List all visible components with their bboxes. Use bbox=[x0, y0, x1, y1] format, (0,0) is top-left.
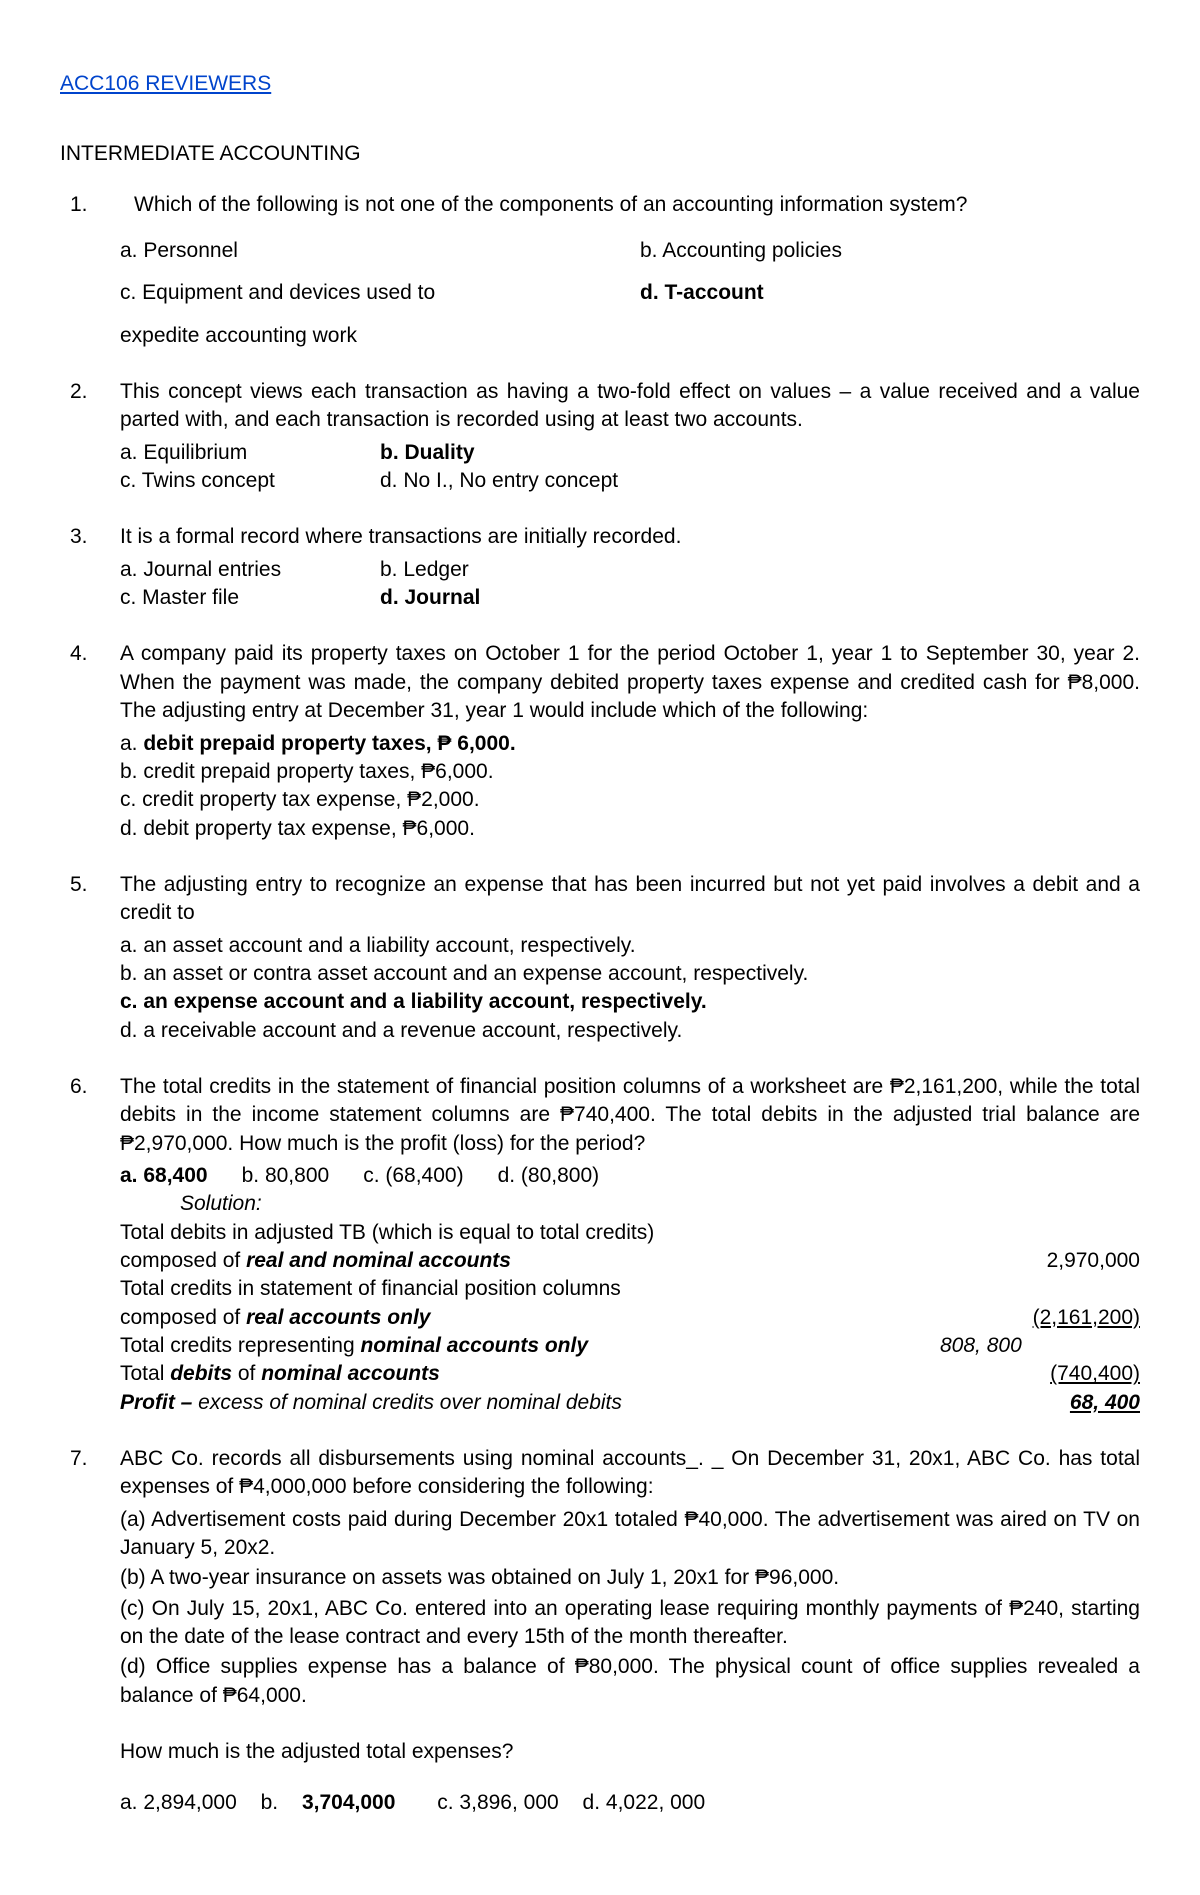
q3-opt-a: a. Journal entries bbox=[120, 556, 380, 584]
question-4: 4. A company paid its property taxes on … bbox=[120, 640, 1140, 842]
question-1: 1. Which of the following is not one of … bbox=[120, 191, 1140, 350]
question-3: 3. It is a formal record where transacti… bbox=[120, 523, 1140, 612]
q4-num: 4. bbox=[70, 640, 88, 668]
q1-opt-d: d. T-account bbox=[640, 279, 1140, 307]
q3-num: 3. bbox=[70, 523, 88, 551]
q7-opt-d: d. 4,022, 000 bbox=[583, 1791, 706, 1814]
q1-opt-b: b. Accounting policies bbox=[640, 237, 1140, 265]
q1-num: 1. bbox=[70, 191, 88, 219]
q6-sol-line2: composed of real and nominal accounts 2,… bbox=[120, 1247, 1140, 1275]
q6-stem: The total credits in the statement of fi… bbox=[120, 1073, 1140, 1158]
question-7: 7. ABC Co. records all disbursements usi… bbox=[120, 1445, 1140, 1817]
question-6: 6. The total credits in the statement of… bbox=[120, 1073, 1140, 1417]
q3-opt-c: c. Master file bbox=[120, 584, 380, 612]
page-title: INTERMEDIATE ACCOUNTING bbox=[60, 140, 1140, 168]
q4-opt-d: d. debit property tax expense, ₱6,000. bbox=[120, 815, 1140, 843]
q2-stem: This concept views each transaction as h… bbox=[120, 378, 1140, 435]
q7-opt-b: b. 3,704,000 bbox=[261, 1791, 414, 1814]
q7-sub-c: (c) On July 15, 20x1, ABC Co. entered in… bbox=[120, 1595, 1140, 1652]
q3-opt-b: b. Ledger bbox=[380, 556, 1140, 584]
q6-num: 6. bbox=[70, 1073, 88, 1101]
q6-opt-c: c. (68,400) bbox=[363, 1164, 463, 1187]
q7-num: 7. bbox=[70, 1445, 88, 1473]
q4-opt-c: c. credit property tax expense, ₱2,000. bbox=[120, 786, 1140, 814]
q4-opt-b: b. credit prepaid property taxes, ₱6,000… bbox=[120, 758, 1140, 786]
q5-opt-b: b. an asset or contra asset account and … bbox=[120, 960, 1140, 988]
q6-opt-b: b. 80,800 bbox=[242, 1164, 330, 1187]
q1-extra: expedite accounting work bbox=[120, 322, 1140, 350]
q5-opt-c: c. an expense account and a liability ac… bbox=[120, 988, 1140, 1016]
q1-opt-a: a. Personnel bbox=[120, 237, 640, 265]
q7-opt-c: c. 3,896, 000 bbox=[437, 1791, 558, 1814]
q5-opt-a: a. an asset account and a liability acco… bbox=[120, 932, 1140, 960]
question-5: 5. The adjusting entry to recognize an e… bbox=[120, 871, 1140, 1045]
q2-opt-a: a. Equilibrium bbox=[120, 439, 380, 467]
q6-solution-label: Solution: bbox=[180, 1190, 1140, 1218]
q4-opt-a: a. debit prepaid property taxes, ₱ 6,000… bbox=[120, 730, 1140, 758]
q6-opt-a: a. 68,400 bbox=[120, 1164, 208, 1187]
q6-options: a. 68,400 b. 80,800 c. (68,400) d. (80,800) bbox=[120, 1162, 1140, 1190]
q5-num: 5. bbox=[70, 871, 88, 899]
question-2: 2. This concept views each transaction a… bbox=[120, 378, 1140, 495]
q2-opt-d: d. No I., No entry concept bbox=[380, 467, 1140, 495]
q7-sub-a: (a) Advertisement costs paid during Dece… bbox=[120, 1506, 1140, 1563]
q7-sub-b: (b) A two-year insurance on assets was o… bbox=[120, 1564, 1140, 1592]
q7-options: a. 2,894,000 b. 3,704,000 c. 3,896, 000 … bbox=[120, 1789, 1140, 1817]
q5-stem: The adjusting entry to recognize an expe… bbox=[120, 871, 1140, 928]
q2-opt-b: b. Duality bbox=[380, 439, 1140, 467]
q6-sol-line1: Total debits in adjusted TB (which is eq… bbox=[120, 1219, 1140, 1247]
q7-stem: ABC Co. records all disbursements using … bbox=[120, 1445, 1140, 1502]
q6-sol-line4: composed of real accounts only (2,161,20… bbox=[120, 1304, 1140, 1332]
q6-sol-line5: Total credits representing nominal accou… bbox=[120, 1332, 1140, 1360]
q6-sol-line6: Total debits of nominal accounts (740,40… bbox=[120, 1360, 1140, 1388]
q7-sub-d: (d) Office supplies expense has a balanc… bbox=[120, 1653, 1140, 1710]
q4-stem: A company paid its property taxes on Oct… bbox=[120, 640, 1140, 725]
q1-opt-c: c. Equipment and devices used to bbox=[120, 279, 640, 307]
q7-opt-a: a. 2,894,000 bbox=[120, 1791, 237, 1814]
q6-sol-line3: Total credits in statement of financial … bbox=[120, 1275, 1140, 1303]
q5-opt-d: d. a receivable account and a revenue ac… bbox=[120, 1017, 1140, 1045]
q6-sol-line7: Profit – excess of nominal credits over … bbox=[120, 1389, 1140, 1417]
q2-opt-c: c. Twins concept bbox=[120, 467, 380, 495]
q7-final-question: How much is the adjusted total expenses? bbox=[120, 1738, 1140, 1766]
q3-opt-d: d. Journal bbox=[380, 584, 1140, 612]
q1-stem: Which of the following is not one of the… bbox=[120, 191, 1140, 219]
header-link[interactable]: ACC106 REVIEWERS bbox=[60, 70, 271, 98]
q6-opt-d: d. (80,800) bbox=[498, 1164, 600, 1187]
q3-stem: It is a formal record where transactions… bbox=[120, 523, 1140, 551]
q2-num: 2. bbox=[70, 378, 88, 406]
